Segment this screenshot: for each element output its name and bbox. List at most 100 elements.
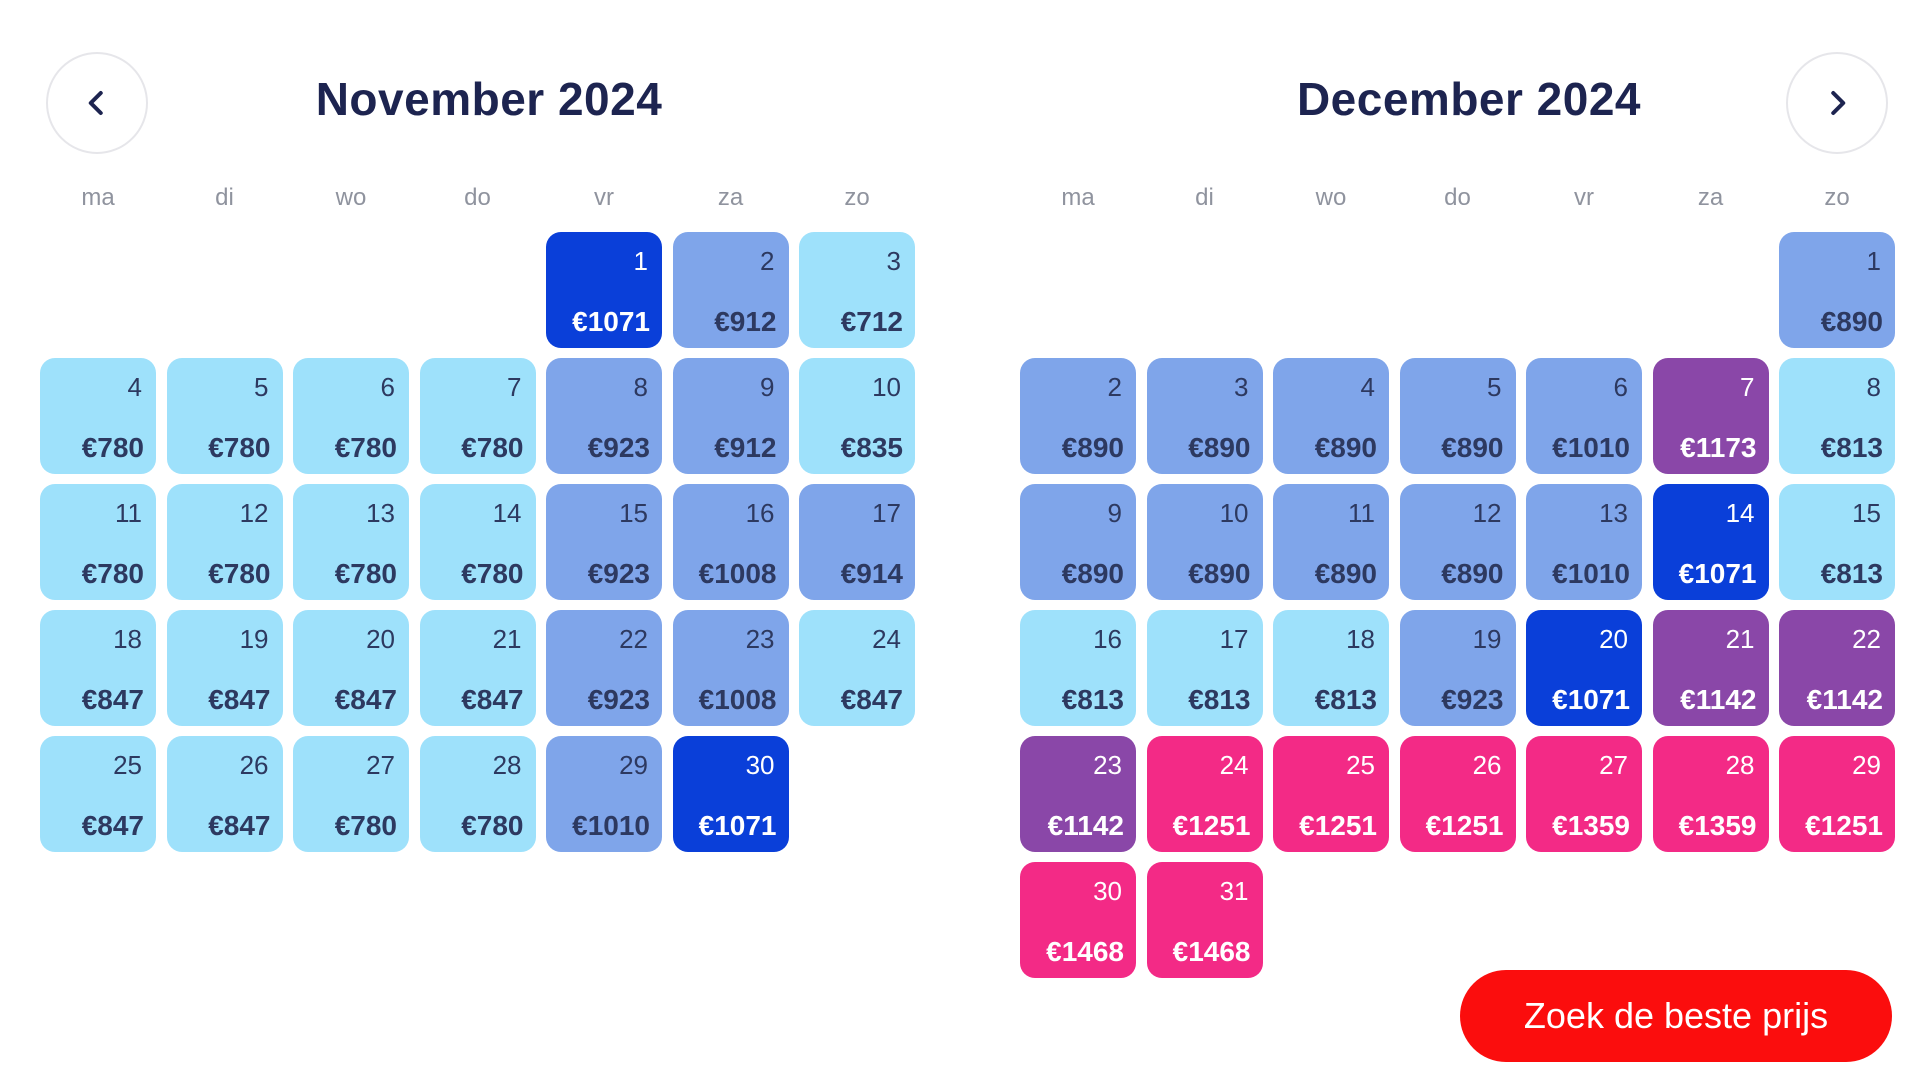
weekday-header: ma di wo do vr za zo bbox=[1020, 184, 1902, 214]
day-number: 16 bbox=[1093, 624, 1122, 654]
day-number: 29 bbox=[1852, 750, 1881, 780]
day-number: 26 bbox=[1472, 750, 1502, 780]
day-cell[interactable]: 21 €847 bbox=[419, 610, 536, 726]
day-cell[interactable]: 13 €780 bbox=[293, 484, 409, 600]
day-cell[interactable]: 8 €923 bbox=[546, 358, 662, 474]
day-cell[interactable]: 25 €1251 bbox=[1273, 736, 1389, 852]
day-cell[interactable]: 14 €780 bbox=[419, 484, 536, 600]
day-price: €813 bbox=[1188, 684, 1251, 715]
day-price: €1008 bbox=[698, 684, 777, 715]
day-number: 19 bbox=[1472, 624, 1502, 654]
day-cell[interactable]: 7 €780 bbox=[419, 358, 536, 474]
day-cell[interactable]: 11 €890 bbox=[1273, 484, 1389, 600]
day-cell[interactable]: 23 €1142 bbox=[1020, 736, 1136, 852]
day-cell[interactable]: 15 €923 bbox=[546, 484, 662, 600]
day-cell[interactable]: 23 €1008 bbox=[672, 610, 789, 726]
day-cell[interactable]: 9 €890 bbox=[1020, 484, 1136, 600]
day-cell[interactable]: 16 €813 bbox=[1020, 610, 1136, 726]
day-cell[interactable]: 29 €1010 bbox=[546, 736, 662, 852]
day-price: €1071 bbox=[1678, 558, 1757, 589]
day-cell[interactable]: 29 €1251 bbox=[1779, 736, 1895, 852]
day-cell[interactable]: 4 €890 bbox=[1273, 358, 1389, 474]
day-price: €813 bbox=[1820, 558, 1883, 589]
day-price: €1359 bbox=[1678, 810, 1757, 841]
day-price: €914 bbox=[840, 558, 903, 589]
day-cell[interactable]: 26 €1251 bbox=[1399, 736, 1516, 852]
day-cell[interactable]: 13 €1010 bbox=[1526, 484, 1642, 600]
day-cell[interactable]: 9 €912 bbox=[672, 358, 789, 474]
day-number: 18 bbox=[1346, 624, 1375, 654]
day-number: 11 bbox=[1348, 498, 1375, 528]
day-cell[interactable]: 3 €712 bbox=[799, 232, 915, 348]
day-cell[interactable]: 8 €813 bbox=[1779, 358, 1895, 474]
day-cell[interactable]: 19 €847 bbox=[166, 610, 283, 726]
day-cell[interactable]: 16 €1008 bbox=[672, 484, 789, 600]
day-cell[interactable]: 14 €1071 bbox=[1652, 484, 1769, 600]
day-cell[interactable]: 28 €1359 bbox=[1652, 736, 1769, 852]
day-price: €890 bbox=[1188, 558, 1251, 589]
day-cell[interactable]: 1 €890 bbox=[1779, 232, 1895, 348]
day-grid: 1 €1071 2 €912 3 €712 4 €780 5 €780 6 €780 7 €780 8 €92… bbox=[40, 0, 922, 1080]
day-cell[interactable]: 26 €847 bbox=[166, 736, 283, 852]
day-cell[interactable]: 17 €914 bbox=[799, 484, 915, 600]
day-cell[interactable]: 10 €890 bbox=[1146, 484, 1263, 600]
day-price: €890 bbox=[1061, 558, 1124, 589]
day-cell[interactable]: 24 €1251 bbox=[1146, 736, 1263, 852]
day-cell[interactable]: 30 €1468 bbox=[1020, 862, 1136, 978]
day-price: €890 bbox=[1820, 306, 1883, 337]
day-price: €923 bbox=[587, 558, 650, 589]
day-cell[interactable]: 3 €890 bbox=[1146, 358, 1263, 474]
next-month-button[interactable] bbox=[1786, 52, 1888, 154]
day-price: €847 bbox=[334, 684, 397, 715]
day-number: 8 bbox=[633, 372, 648, 402]
day-cell[interactable]: 28 €780 bbox=[419, 736, 536, 852]
day-cell[interactable]: 21 €1142 bbox=[1652, 610, 1769, 726]
day-cell[interactable]: 19 €923 bbox=[1399, 610, 1516, 726]
day-price: €780 bbox=[334, 558, 397, 589]
day-cell[interactable]: 17 €813 bbox=[1146, 610, 1263, 726]
day-cell[interactable]: 15 €813 bbox=[1779, 484, 1895, 600]
day-number: 14 bbox=[492, 498, 522, 528]
day-cell[interactable]: 27 €780 bbox=[293, 736, 409, 852]
day-cell[interactable]: 22 €923 bbox=[546, 610, 662, 726]
day-price: €1142 bbox=[1680, 684, 1757, 715]
day-cell[interactable]: 1 €1071 bbox=[546, 232, 662, 348]
day-cell[interactable]: 6 €780 bbox=[293, 358, 409, 474]
day-number: 9 bbox=[760, 372, 775, 402]
day-cell[interactable]: 12 €780 bbox=[166, 484, 283, 600]
day-cell[interactable]: 20 €847 bbox=[293, 610, 409, 726]
day-price: €923 bbox=[587, 432, 650, 463]
previous-month-button[interactable] bbox=[46, 52, 148, 154]
day-cell[interactable]: 31 €1468 bbox=[1146, 862, 1263, 978]
day-cell[interactable]: 30 €1071 bbox=[672, 736, 789, 852]
day-cell[interactable]: 27 €1359 bbox=[1526, 736, 1642, 852]
day-number: 30 bbox=[1093, 876, 1122, 906]
day-cell[interactable]: 2 €912 bbox=[672, 232, 789, 348]
day-cell[interactable]: 6 €1010 bbox=[1526, 358, 1642, 474]
day-price: €813 bbox=[1061, 684, 1124, 715]
day-cell[interactable]: 2 €890 bbox=[1020, 358, 1136, 474]
day-number: 24 bbox=[1219, 750, 1249, 780]
day-number: 4 bbox=[127, 372, 142, 402]
weekday-label: ma bbox=[81, 184, 115, 211]
day-number: 25 bbox=[1346, 750, 1375, 780]
day-grid: 1 €890 2 €890 3 €890 4 €890 5 €890 6 €1010 7 €1173 8 €8… bbox=[1020, 0, 1902, 1080]
day-cell[interactable]: 18 €847 bbox=[40, 610, 156, 726]
day-cell[interactable]: 20 €1071 bbox=[1526, 610, 1642, 726]
day-cell[interactable]: 25 €847 bbox=[40, 736, 156, 852]
day-cell[interactable]: 18 €813 bbox=[1273, 610, 1389, 726]
day-cell[interactable]: 4 €780 bbox=[40, 358, 156, 474]
day-cell[interactable]: 5 €890 bbox=[1399, 358, 1516, 474]
weekday-label: di bbox=[1195, 184, 1214, 211]
day-cell[interactable]: 24 €847 bbox=[799, 610, 915, 726]
day-cell[interactable]: 22 €1142 bbox=[1779, 610, 1895, 726]
day-cell[interactable]: 5 €780 bbox=[166, 358, 283, 474]
find-best-price-button[interactable]: Zoek de beste prijs bbox=[1460, 970, 1892, 1062]
day-price: €923 bbox=[1441, 684, 1504, 715]
month-title: November 2024 bbox=[315, 73, 663, 125]
day-cell[interactable]: 10 €835 bbox=[799, 358, 915, 474]
day-cell[interactable]: 7 €1173 bbox=[1652, 358, 1769, 474]
day-cell[interactable]: 11 €780 bbox=[40, 484, 156, 600]
day-number: 7 bbox=[507, 372, 522, 402]
day-cell[interactable]: 12 €890 bbox=[1399, 484, 1516, 600]
